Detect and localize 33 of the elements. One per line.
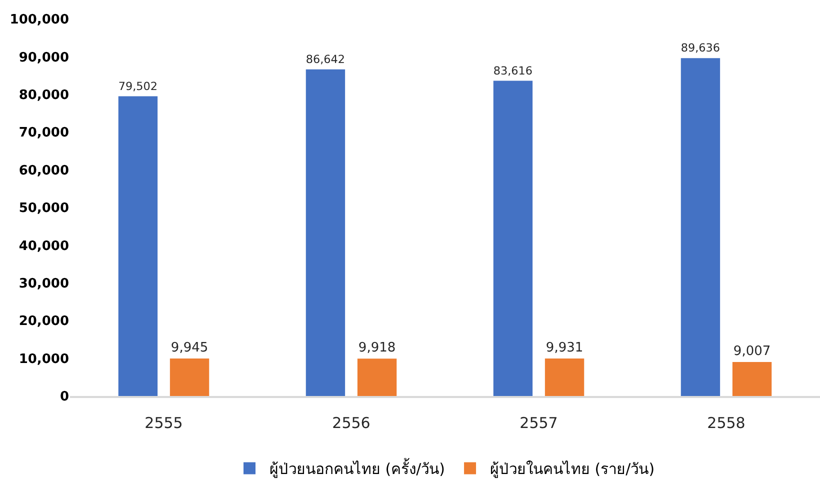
data-label: 9,007 <box>733 344 771 360</box>
x-tick-label: 2558 <box>707 414 746 432</box>
data-label: 9,945 <box>170 340 208 356</box>
data-label: 79,502 <box>118 80 158 93</box>
y-tick-label: 40,000 <box>18 238 69 254</box>
x-tick-label: 2556 <box>332 414 370 432</box>
data-label: 86,642 <box>306 52 346 66</box>
y-tick-label: 100,000 <box>10 12 69 28</box>
y-tick-label: 50,000 <box>18 201 69 216</box>
bar <box>357 358 397 396</box>
bar <box>732 362 772 396</box>
legend-label: ผู้ป่วยในคนไทย (ราย/วัน) <box>490 460 655 478</box>
bar <box>170 358 210 396</box>
bar <box>544 358 584 396</box>
y-tick-label: 60,000 <box>18 163 69 178</box>
data-label: 89,636 <box>680 42 720 55</box>
x-tick-label: 2555 <box>144 414 183 432</box>
y-tick-label: 70,000 <box>18 126 69 141</box>
y-tick-label: 90,000 <box>18 50 69 66</box>
data-label: 83,616 <box>493 64 533 78</box>
bar <box>493 80 533 396</box>
y-tick-label: 10,000 <box>18 352 69 367</box>
data-label: 9,918 <box>358 340 396 356</box>
bar <box>306 69 346 396</box>
y-tick-label: 20,000 <box>18 314 69 330</box>
bar <box>118 96 158 396</box>
legend-label: ผู้ป่วยนอกคนไทย (ครั้ง/วัน) <box>270 458 446 478</box>
x-tick-label: 2557 <box>520 414 558 432</box>
y-tick-label: 80,000 <box>18 88 69 103</box>
y-tick-label: 0 <box>60 390 69 405</box>
y-tick-label: 30,000 <box>18 276 69 292</box>
bar <box>680 58 720 396</box>
data-label: 9,931 <box>546 340 584 356</box>
